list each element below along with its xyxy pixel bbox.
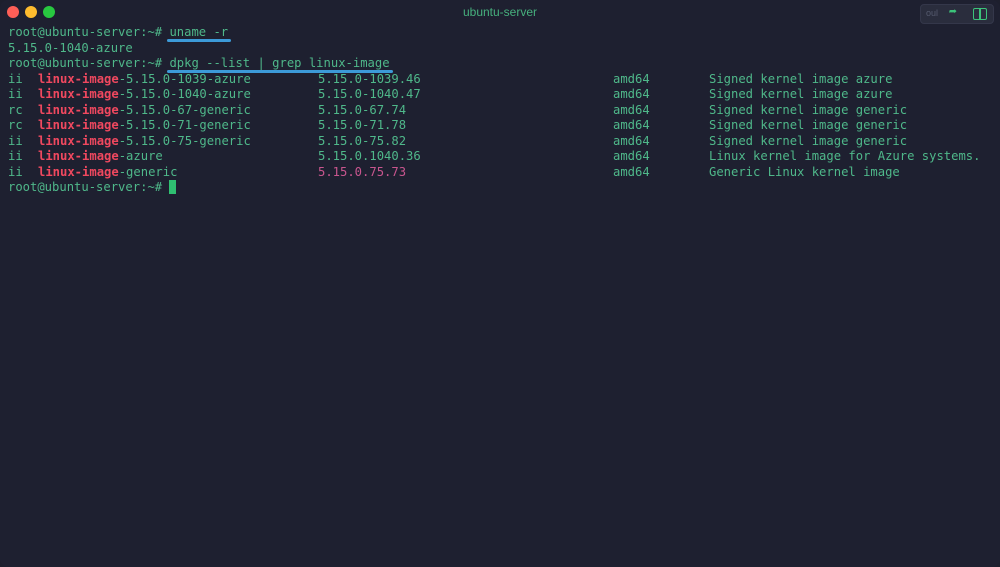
package-row: ii linux-image-5.15.0-75-generic 5.15.0-75… xyxy=(8,133,907,150)
window-title: ubuntu-server xyxy=(462,5,538,19)
output-line: 5.15.0-1040-azure xyxy=(8,40,133,55)
architecture: amd64 xyxy=(613,149,650,163)
status: rc xyxy=(8,102,23,117)
command: uname -r xyxy=(167,25,232,42)
package-name: linux-image-5.15.0-75-generic xyxy=(38,133,251,148)
highlight-underline xyxy=(167,70,393,73)
search-input[interactable]: oul xyxy=(926,8,939,18)
description: Linux kernel image for Azure systems. xyxy=(709,149,981,163)
package-row: ii linux-image-generic 5.15.0.75.73 amd64 Ge… xyxy=(8,164,900,181)
status: ii xyxy=(8,71,23,86)
version: 5.15.0-75.82 xyxy=(318,133,407,148)
share-icon[interactable]: ➦ xyxy=(949,5,957,20)
package-row: ii linux-image-5.15.0-1040-azure 5.15.0-10… xyxy=(8,87,892,103)
prompt: root@ubuntu-server:~# xyxy=(8,180,170,194)
description: Generic Linux kernel image xyxy=(709,164,900,179)
command-line: root@ubuntu-server:~# xyxy=(8,180,390,196)
package-row: rc linux-image-5.15.0-71-generic 5.15.0-71… xyxy=(8,118,907,134)
architecture: amd64 xyxy=(613,133,650,148)
terminal-output[interactable]: root@ubuntu-server:~# uname -r 5.15.0-10… xyxy=(8,25,981,196)
package-name: linux-image-5.15.0-1039-azure xyxy=(38,71,251,86)
package-name: linux-image-5.15.0-71-generic xyxy=(38,118,251,132)
package-name: linux-image-5.15.0-1040-azure xyxy=(38,87,251,101)
highlight-underline xyxy=(167,39,232,42)
version: 5.15.0.1040.36 xyxy=(318,149,421,163)
architecture: amd64 xyxy=(613,164,650,179)
package-row: ii linux-image-5.15.0-1039-azure 5.15.0-10… xyxy=(8,71,892,88)
architecture: amd64 xyxy=(613,118,650,132)
status: ii xyxy=(8,164,23,179)
prompt: root@ubuntu-server:~# xyxy=(8,25,170,39)
package-name: linux-image-azure xyxy=(38,149,163,163)
status: ii xyxy=(8,87,23,101)
architecture: amd64 xyxy=(613,87,650,101)
description: Signed kernel image azure xyxy=(709,71,893,86)
version: 5.15.0-67.74 xyxy=(318,102,407,117)
version: 5.15.0-1040.47 xyxy=(318,87,421,101)
architecture: amd64 xyxy=(613,71,650,86)
close-button[interactable] xyxy=(7,6,19,18)
status: rc xyxy=(8,118,23,132)
package-row: ii linux-image-azure 5.15.0.1040.36 amd64 Li… xyxy=(8,149,981,165)
prompt: root@ubuntu-server:~# xyxy=(8,56,170,70)
title-bar: ubuntu-server oul ➦ xyxy=(0,0,1000,24)
package-name: linux-image-generic xyxy=(38,164,178,179)
description: Signed kernel image generic xyxy=(709,133,908,148)
description: Signed kernel image azure xyxy=(709,87,893,101)
status: ii xyxy=(8,133,23,148)
version: 5.15.0.75.73 xyxy=(318,164,407,179)
command-line: root@ubuntu-server:~# uname -r xyxy=(8,25,390,42)
cursor xyxy=(169,180,177,194)
description: Signed kernel image generic xyxy=(709,102,908,117)
command: dpkg --list | grep linux-image xyxy=(167,56,393,73)
maximize-button[interactable] xyxy=(43,6,55,18)
toolbar: oul ➦ xyxy=(920,4,994,24)
package-row: rc linux-image-5.15.0-67-generic 5.15.0-67… xyxy=(8,102,907,119)
description: Signed kernel image generic xyxy=(709,118,908,132)
split-pane-icon[interactable] xyxy=(973,8,987,20)
version: 5.15.0-1039.46 xyxy=(318,71,421,86)
minimize-button[interactable] xyxy=(25,6,37,18)
command-line: root@ubuntu-server:~# dpkg --list | grep… xyxy=(8,56,393,73)
architecture: amd64 xyxy=(613,102,650,117)
package-name: linux-image-5.15.0-67-generic xyxy=(38,102,251,117)
status: ii xyxy=(8,149,23,163)
version: 5.15.0-71.78 xyxy=(318,118,407,132)
